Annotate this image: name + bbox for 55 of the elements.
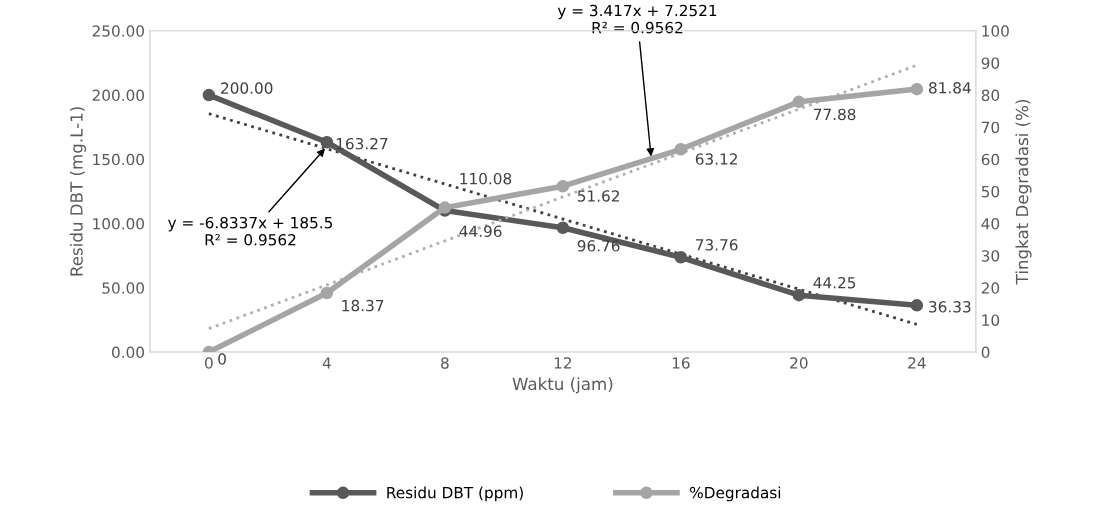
y2-tick-label: 70 bbox=[981, 121, 1000, 134]
data-label: 73.76 bbox=[696, 239, 738, 251]
data-label: 96.76 bbox=[577, 240, 620, 252]
data-label: 51.62 bbox=[577, 190, 619, 202]
y2-tick-label: 60 bbox=[981, 153, 1000, 166]
legend-label: %Degradasi bbox=[690, 486, 781, 502]
y-tick-label: 100.00 bbox=[93, 218, 144, 230]
data-label: 36.33 bbox=[929, 301, 971, 313]
data-label: 44.96 bbox=[459, 225, 502, 238]
data-label: 77.88 bbox=[814, 108, 856, 121]
x-tick-label: 24 bbox=[908, 357, 926, 369]
data-label: 44.25 bbox=[813, 276, 856, 289]
point bbox=[910, 82, 924, 96]
x-tick-label: 0 bbox=[205, 357, 213, 369]
data-label: 81.84 bbox=[929, 82, 971, 94]
legend-label: Residu DBT (ppm) bbox=[387, 486, 523, 502]
y2-tick-label: 90 bbox=[981, 57, 1000, 69]
point bbox=[556, 179, 570, 193]
x-tick-label: 4 bbox=[322, 357, 331, 369]
point bbox=[910, 299, 924, 312]
y-tick-label: 200.00 bbox=[92, 89, 144, 102]
y2-tick-label: 20 bbox=[981, 282, 1000, 294]
annotation: y = 3.417x + 7.2521 R² = 0.9562 bbox=[557, 4, 717, 34]
point bbox=[556, 221, 570, 234]
y2-axis-title: Tingkat Degradasi (%) bbox=[1015, 99, 1032, 285]
y2-tick-label: 80 bbox=[981, 89, 1000, 102]
y2-tick-label: 100 bbox=[982, 25, 1009, 37]
y-tick-label: 0.00 bbox=[112, 346, 144, 359]
y2-tick-label: 50 bbox=[981, 185, 1000, 198]
point bbox=[792, 288, 806, 302]
data-label: 63.12 bbox=[695, 153, 737, 165]
y-tick-label: 50.00 bbox=[102, 282, 144, 294]
annotation: y = -6.8337x + 185.5 R² = 0.9562 bbox=[168, 216, 333, 246]
data-label: 110.08 bbox=[460, 172, 512, 185]
point bbox=[320, 286, 334, 300]
x-axis-title: Waktu (jam) bbox=[512, 377, 613, 394]
y2-tick-label: 40 bbox=[981, 218, 1000, 230]
y-tick-label: 250.00 bbox=[92, 25, 144, 37]
data-label: 163.27 bbox=[336, 137, 388, 150]
point bbox=[674, 143, 688, 156]
data-label: 200.00 bbox=[221, 82, 273, 94]
y-axis-title: Residu DBT (mg.L-1) bbox=[69, 107, 86, 276]
y2-tick-label: 10 bbox=[982, 314, 1000, 326]
y-tick-label: 150.00 bbox=[93, 153, 144, 166]
x-tick-label: 12 bbox=[554, 357, 572, 369]
y2-tick-label: 0 bbox=[981, 346, 990, 359]
data-label: 18.37 bbox=[342, 299, 384, 312]
x-tick-label: 20 bbox=[790, 357, 808, 369]
point bbox=[202, 88, 216, 102]
point bbox=[320, 135, 334, 149]
x-tick-label: 8 bbox=[441, 357, 449, 369]
point bbox=[792, 95, 806, 109]
y2-tick-label: 30 bbox=[981, 250, 1000, 262]
point bbox=[674, 251, 688, 264]
x-tick-label: 16 bbox=[672, 357, 690, 369]
